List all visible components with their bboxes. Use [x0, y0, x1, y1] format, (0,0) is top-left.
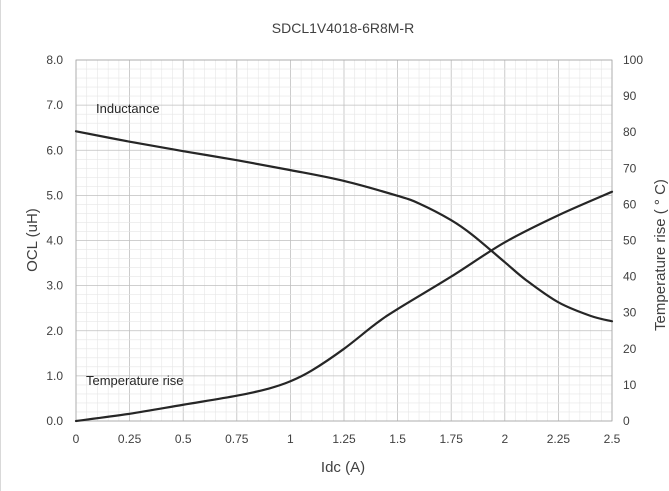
- y2-tick-label: 0: [623, 414, 630, 428]
- x-tick-label: 0.5: [175, 432, 192, 446]
- y-tick-label: 3.0: [46, 279, 63, 293]
- x-axis-title: Idc (A): [321, 459, 365, 476]
- y2-axis-title: Temperature rise ( ° C): [652, 179, 669, 331]
- y2-tick-label: 30: [623, 306, 637, 320]
- y2-tick-label: 60: [623, 197, 637, 211]
- inductance-annotation: Inductance: [96, 101, 160, 116]
- axes: [75, 59, 613, 422]
- x-tick-label: 0.75: [225, 432, 249, 446]
- tick-labels: 0 0.25 0.5 0.75 1 1.25 1.5 1.75 2 2.25 2.5 0.0 1.0 2.…: [46, 53, 643, 446]
- x-tick-label: 2.5: [604, 432, 621, 446]
- y-tick-label: 8.0: [46, 53, 63, 67]
- x-tick-label: 2.25: [547, 432, 571, 446]
- y2-tick-label: 90: [623, 89, 637, 103]
- y-tick-label: 7.0: [46, 98, 63, 112]
- temperature-rise-line: [74, 190, 614, 423]
- y2-tick-label: 80: [623, 125, 637, 139]
- x-tick-label: 2: [501, 432, 508, 446]
- inductance-line: [74, 130, 614, 323]
- plot-border: [75, 59, 613, 422]
- temperature-rise-annotation: Temperature rise: [86, 373, 184, 388]
- x-tick-label: 1: [287, 432, 294, 446]
- y-tick-label: 5.0: [46, 188, 63, 202]
- y2-tick-label: 50: [623, 234, 637, 248]
- y2-tick-label: 100: [623, 53, 643, 67]
- y-axis-title: OCL (uH): [24, 208, 41, 272]
- chart-title: SDCL1V4018-6R8M-R: [272, 20, 414, 36]
- x-tick-label: 1.25: [332, 432, 356, 446]
- y-tick-label: 0.0: [46, 414, 63, 428]
- x-tick-label: 1.75: [440, 432, 464, 446]
- y-tick-label: 6.0: [46, 143, 63, 157]
- y-tick-label: 1.0: [46, 369, 63, 383]
- series-lines: [74, 130, 614, 423]
- y2-tick-label: 40: [623, 270, 637, 284]
- y2-tick-label: 20: [623, 342, 637, 356]
- gridlines: [75, 59, 613, 422]
- x-tick-label: 1.5: [389, 432, 406, 446]
- x-tick-label: 0.25: [118, 432, 142, 446]
- y2-tick-label: 10: [623, 378, 637, 392]
- y2-tick-label: 70: [623, 161, 637, 175]
- y-tick-label: 2.0: [46, 324, 63, 338]
- x-tick-label: 0: [73, 432, 80, 446]
- y-tick-label: 4.0: [46, 234, 63, 248]
